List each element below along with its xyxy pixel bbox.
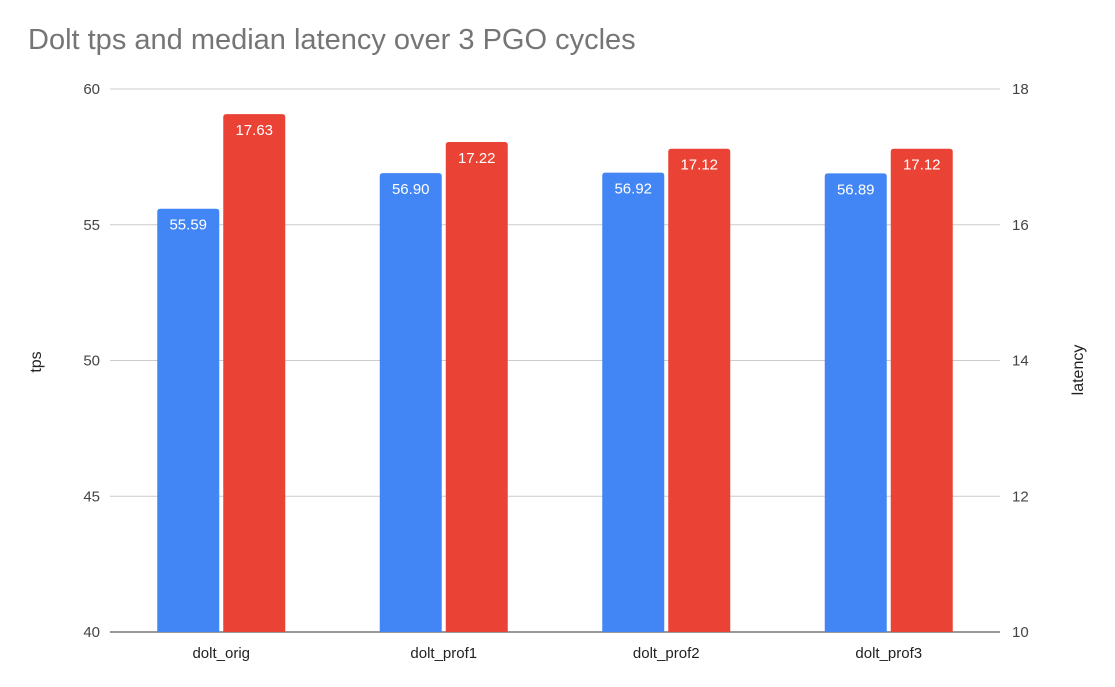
data-label-latency: 17.12 [903,157,941,174]
chart-title: Dolt tps and median latency over 3 PGO c… [28,24,636,56]
bar-tps [824,173,887,632]
y-tick-label-left: 40 [83,624,100,641]
y-tick-label-right: 14 [1012,353,1029,370]
data-label-tps: 55.59 [169,217,207,234]
bar-tps [379,173,442,633]
y-tick-label-left: 60 [83,81,100,98]
y-tick-label-left: 45 [83,488,100,505]
data-label-tps: 56.90 [392,181,430,198]
data-label-tps: 56.92 [614,181,652,198]
data-label-latency: 17.22 [458,150,496,167]
y-axis-title-latency: latency [1070,345,1087,396]
x-tick-label: dolt_prof2 [633,645,700,662]
y-tick-label-right: 16 [1012,217,1029,234]
bar-tps [602,172,665,632]
x-tick-label: dolt_prof3 [855,645,922,662]
bar-latency [445,141,508,632]
data-label-tps: 56.89 [837,181,875,198]
x-tick-label: dolt_prof1 [410,645,477,662]
x-tick-label: dolt_orig [192,645,250,662]
bar-latency [890,148,953,633]
data-label-latency: 17.63 [235,122,273,139]
y-axis-title-tps: tps [28,351,45,372]
y-tick-label-right: 12 [1012,488,1029,505]
bar-latency [223,114,286,632]
y-tick-label-left: 55 [83,217,100,234]
y-tick-label-right: 18 [1012,81,1029,98]
data-label-latency: 17.12 [680,157,718,174]
y-tick-label-left: 50 [83,353,100,370]
bar-tps [157,208,220,632]
y-tick-label-right: 10 [1012,624,1029,641]
bar-latency [668,148,731,633]
